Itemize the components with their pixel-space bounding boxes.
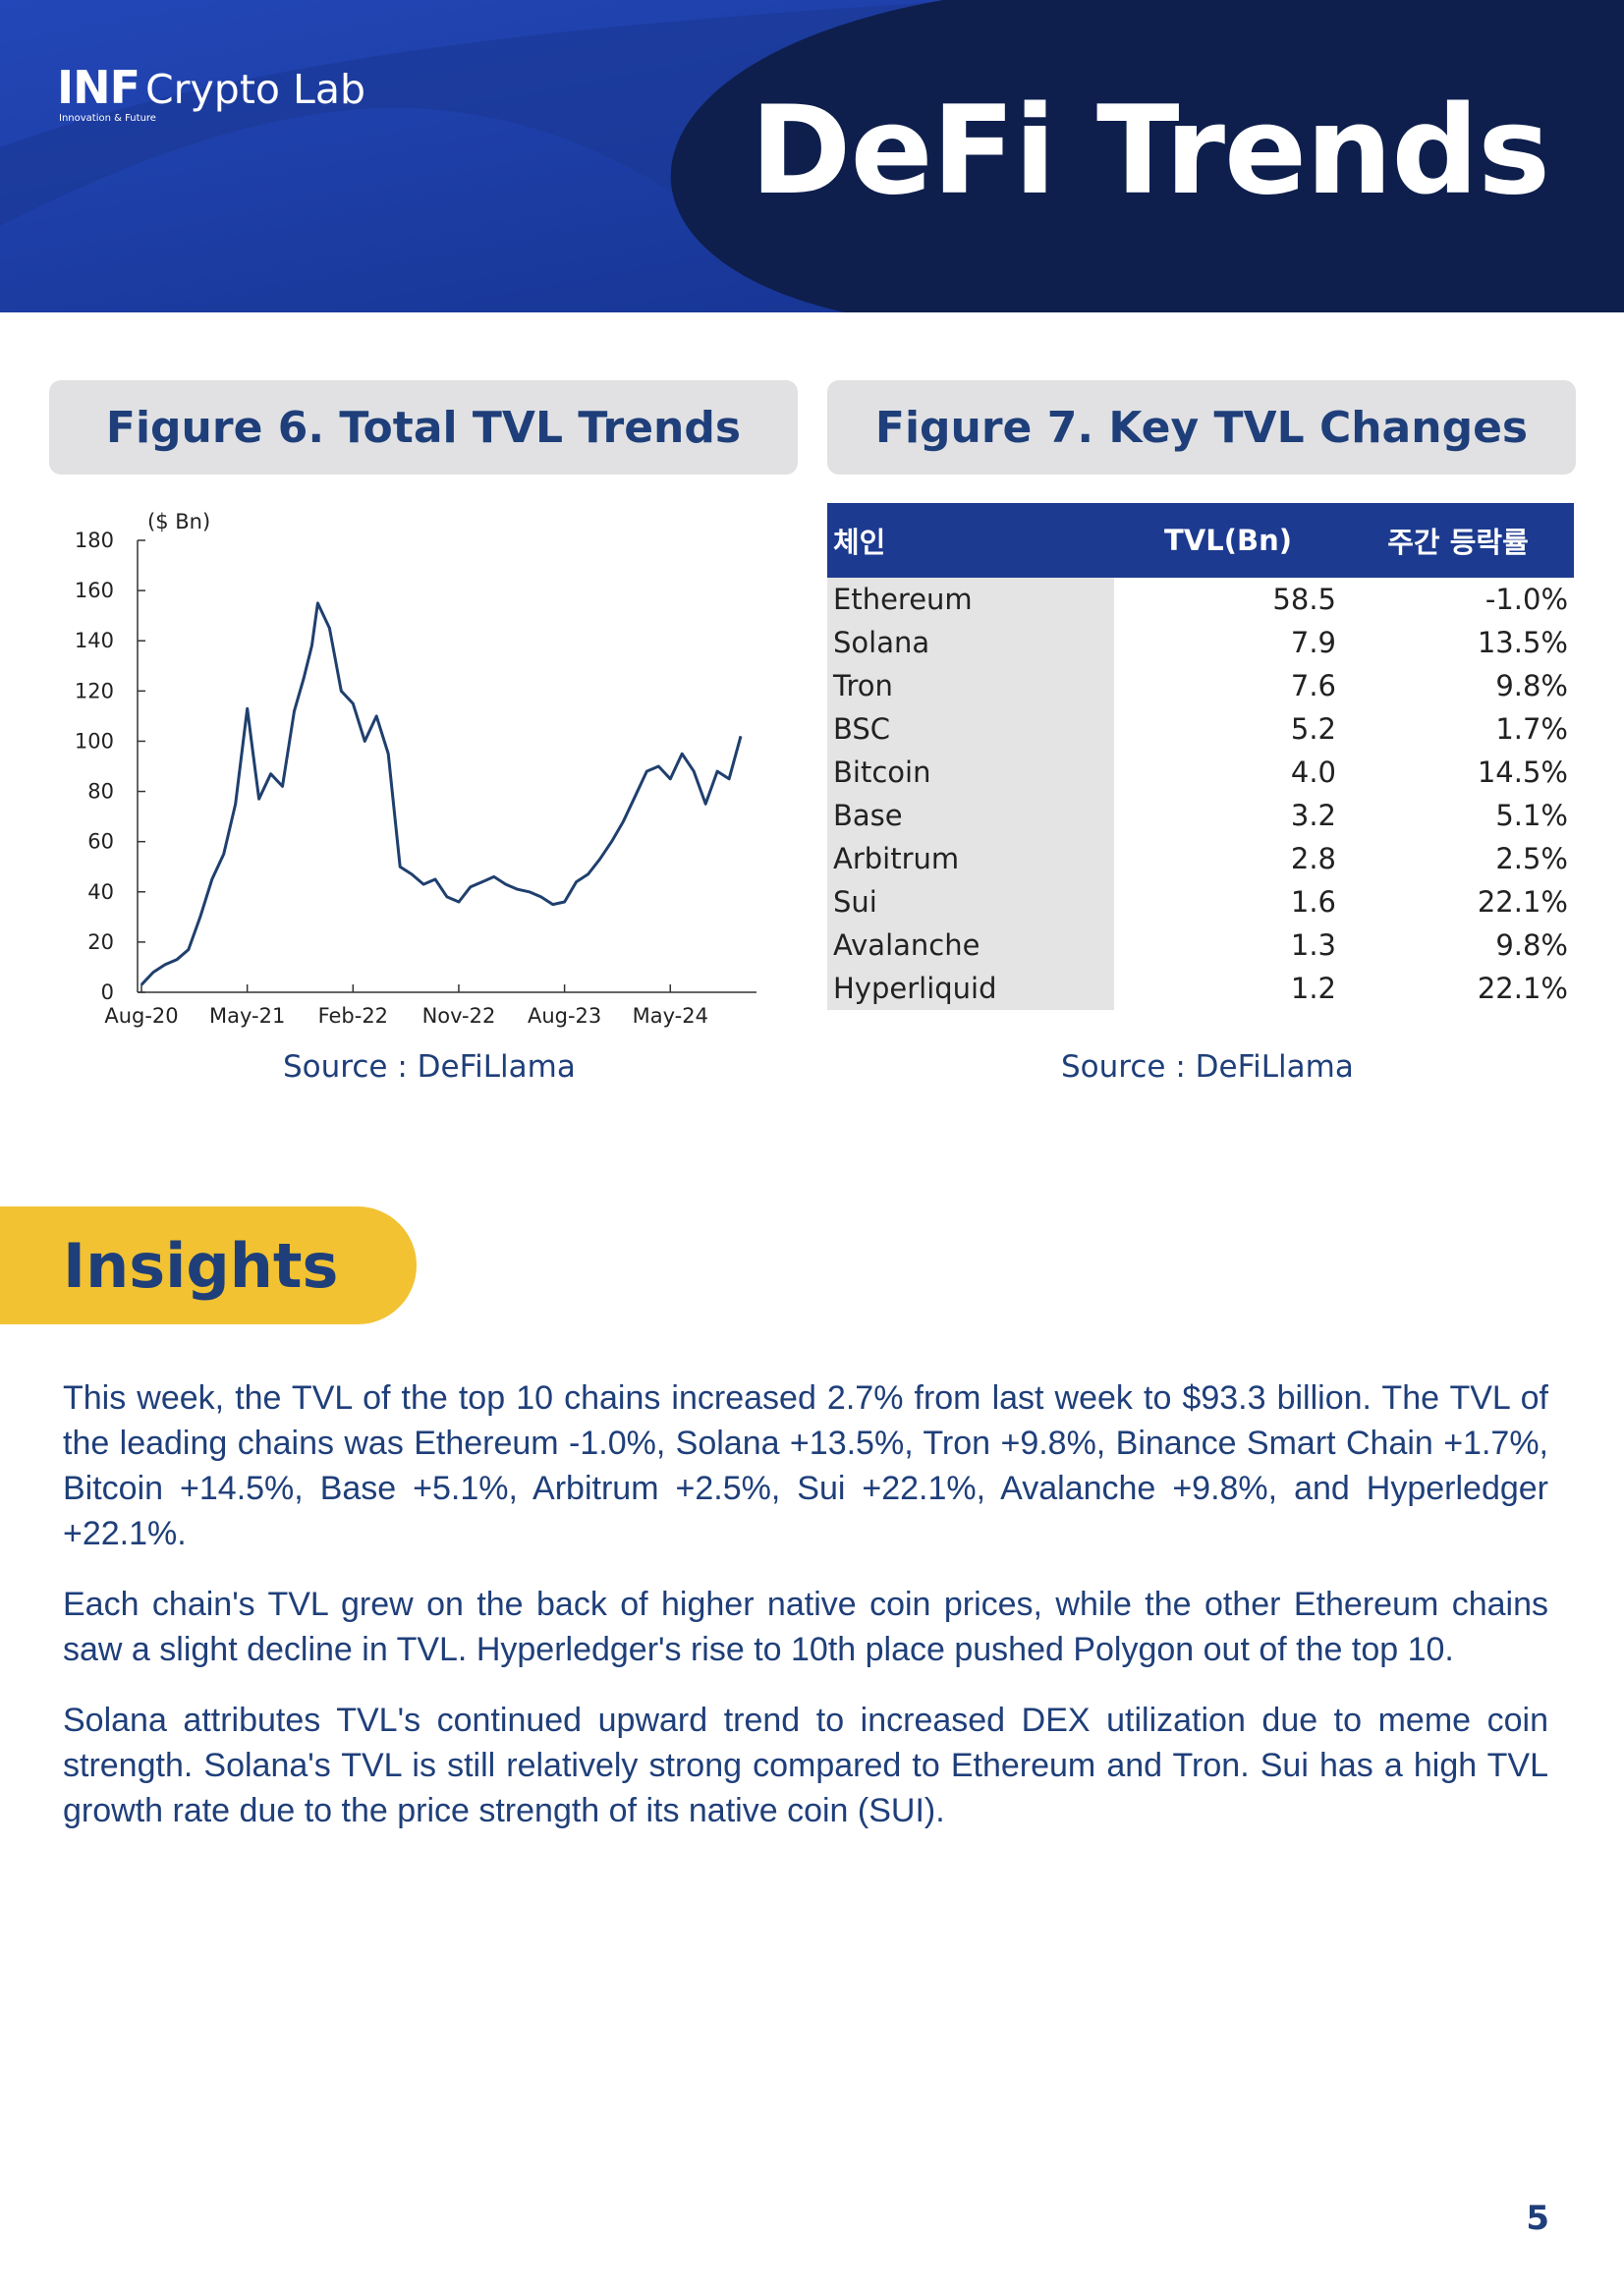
table-row: BSC 5.2 1.7% bbox=[827, 707, 1574, 751]
table-row: Avalanche 1.3 9.8% bbox=[827, 924, 1574, 967]
tvl-cell: 1.6 bbox=[1290, 885, 1336, 919]
figure6-source: Source : DeFiLlama bbox=[283, 1049, 576, 1085]
chain-cell: Base bbox=[827, 794, 1114, 837]
x-tick-label: Aug-23 bbox=[528, 1004, 601, 1028]
chain-cell: BSC bbox=[827, 707, 1114, 751]
tvl-table: 체인 TVL(Bn) 주간 등락률 Ethereum 58.5 -1.0% Sola… bbox=[827, 503, 1574, 1010]
change-cell: 9.8% bbox=[1495, 928, 1568, 962]
page-number: 5 bbox=[1526, 2199, 1549, 2238]
table-row: Ethereum 58.5 -1.0% bbox=[827, 578, 1574, 621]
table-row: Solana 7.9 13.5% bbox=[827, 621, 1574, 664]
table-header-row: 체인 TVL(Bn) 주간 등락률 bbox=[827, 503, 1574, 578]
change-cell: 22.1% bbox=[1477, 972, 1568, 1005]
header-weekly-change: 주간 등락률 bbox=[1342, 503, 1574, 578]
figure7-source: Source : DeFiLlama bbox=[1061, 1049, 1354, 1085]
logo-bold-text: INF bbox=[57, 61, 140, 114]
chain-cell: Ethereum bbox=[827, 578, 1114, 621]
x-tick-label: Nov-22 bbox=[422, 1004, 496, 1028]
chain-cell: Tron bbox=[827, 664, 1114, 707]
chain-cell: Sui bbox=[827, 880, 1114, 924]
figure7-title: Figure 7. Key TVL Changes bbox=[827, 380, 1576, 475]
tvl-cell: 7.9 bbox=[1290, 626, 1336, 659]
change-cell: 13.5% bbox=[1477, 626, 1568, 659]
page-title: DeFi Trends bbox=[750, 81, 1550, 222]
chain-cell: Solana bbox=[827, 621, 1114, 664]
y-tick-label: 40 bbox=[87, 880, 114, 904]
table-row: Hyperliquid 1.2 22.1% bbox=[827, 967, 1574, 1010]
change-cell: 1.7% bbox=[1495, 712, 1568, 746]
table-row: Sui 1.6 22.1% bbox=[827, 880, 1574, 924]
header-tvl: TVL(Bn) bbox=[1114, 503, 1342, 578]
x-tick-label: May-24 bbox=[633, 1004, 708, 1028]
change-cell: 9.8% bbox=[1495, 669, 1568, 702]
chain-cell: Hyperliquid bbox=[827, 967, 1114, 1010]
chain-cell: Arbitrum bbox=[827, 837, 1114, 880]
tvl-cell: 3.2 bbox=[1290, 799, 1336, 832]
change-cell: 2.5% bbox=[1495, 842, 1568, 875]
change-cell: 22.1% bbox=[1477, 885, 1568, 919]
company-logo: INF Crypto Lab Innovation & Future bbox=[57, 61, 366, 124]
change-cell: 5.1% bbox=[1495, 799, 1568, 832]
y-tick-label: 100 bbox=[75, 729, 114, 753]
header-background bbox=[0, 0, 1624, 312]
tvl-cell: 4.0 bbox=[1290, 756, 1336, 789]
insights-body: This week, the TVL of the top 10 chains … bbox=[63, 1375, 1548, 1859]
x-tick-label: May-21 bbox=[209, 1004, 285, 1028]
table-row: Tron 7.6 9.8% bbox=[827, 664, 1574, 707]
tvl-cell: 1.3 bbox=[1290, 928, 1336, 962]
table-row: Arbitrum 2.8 2.5% bbox=[827, 837, 1574, 880]
y-tick-label: 20 bbox=[87, 930, 114, 954]
insights-heading-tab: Insights bbox=[0, 1206, 417, 1324]
y-tick-label: 180 bbox=[75, 529, 114, 552]
y-tick-label: 140 bbox=[75, 629, 114, 652]
logo-text: Crypto Lab bbox=[145, 66, 366, 113]
logo-tagline: Innovation & Future bbox=[59, 113, 156, 124]
page-header: INF Crypto Lab Innovation & Future DeFi T… bbox=[0, 0, 1624, 312]
insights-paragraph: Each chain's TVL grew on the back of hig… bbox=[63, 1586, 1548, 1668]
insights-heading: Insights bbox=[63, 1229, 339, 1302]
y-axis-unit-label: ($ Bn) bbox=[147, 510, 210, 533]
table-row: Bitcoin 4.0 14.5% bbox=[827, 751, 1574, 794]
tvl-series-line bbox=[140, 601, 743, 986]
chain-cell: Avalanche bbox=[827, 924, 1114, 967]
insights-paragraph: This week, the TVL of the top 10 chains … bbox=[63, 1379, 1548, 1552]
figure6-title: Figure 6. Total TVL Trends bbox=[49, 380, 798, 475]
table-row: Base 3.2 5.1% bbox=[827, 794, 1574, 837]
y-tick-label: 160 bbox=[75, 579, 114, 602]
tvl-cell: 7.6 bbox=[1290, 669, 1336, 702]
chain-cell: Bitcoin bbox=[827, 751, 1114, 794]
y-tick-label: 80 bbox=[87, 780, 114, 804]
change-cell: 14.5% bbox=[1477, 756, 1568, 789]
y-tick-label: 0 bbox=[101, 980, 114, 1004]
tvl-cell: 58.5 bbox=[1272, 583, 1336, 616]
x-tick-label: Aug-20 bbox=[104, 1004, 178, 1028]
tvl-cell: 2.8 bbox=[1290, 842, 1336, 875]
tvl-cell: 1.2 bbox=[1290, 972, 1336, 1005]
tvl-line-chart: ($ Bn) 0 20 40 60 80 100 120 140 160 180 Aug-20 May-… bbox=[75, 510, 756, 1028]
x-tick-label: Feb-22 bbox=[318, 1004, 388, 1028]
tvl-cell: 5.2 bbox=[1290, 712, 1336, 746]
y-tick-label: 120 bbox=[75, 679, 114, 702]
insights-paragraph: Solana attributes TVL's continued upward… bbox=[63, 1702, 1548, 1829]
y-tick-label: 60 bbox=[87, 830, 114, 854]
header-chain: 체인 bbox=[827, 503, 1114, 578]
change-cell: -1.0% bbox=[1484, 583, 1568, 616]
